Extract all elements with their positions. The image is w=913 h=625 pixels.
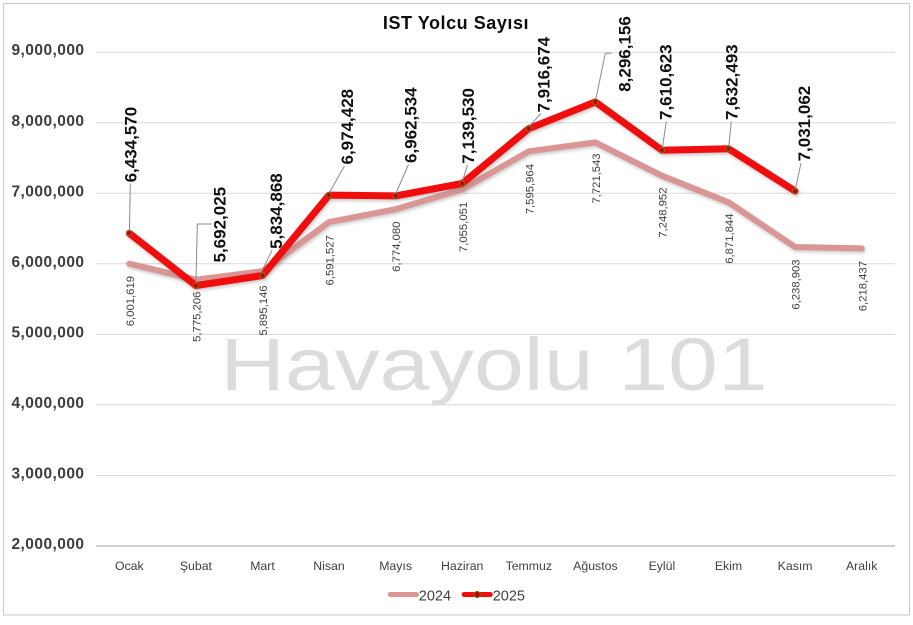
svg-text:7,721,543: 7,721,543 (591, 153, 603, 203)
svg-text:6,962,534: 6,962,534 (401, 87, 420, 163)
svg-text:6,000,000: 6,000,000 (11, 254, 84, 271)
svg-text:6,774,080: 6,774,080 (391, 222, 403, 272)
svg-text:5,692,025: 5,692,025 (211, 187, 230, 263)
svg-text:Havayolu 101: Havayolu 101 (220, 324, 767, 406)
svg-text:Ekim: Ekim (715, 559, 742, 573)
svg-text:Mayıs: Mayıs (379, 559, 412, 573)
svg-text:5,834,868: 5,834,868 (267, 173, 286, 249)
svg-text:5,895,146: 5,895,146 (258, 285, 270, 335)
svg-text:6,871,844: 6,871,844 (724, 214, 736, 264)
svg-text:8,000,000: 8,000,000 (11, 113, 84, 130)
svg-text:7,916,674: 7,916,674 (534, 36, 553, 112)
svg-text:Temmuz: Temmuz (506, 559, 552, 573)
svg-text:4,000,000: 4,000,000 (11, 395, 84, 412)
svg-text:6,974,428: 6,974,428 (338, 89, 357, 165)
svg-text:Şubat: Şubat (180, 559, 213, 573)
svg-text:Aralık: Aralık (846, 559, 878, 573)
svg-text:2,000,000: 2,000,000 (11, 536, 84, 553)
svg-text:6,591,527: 6,591,527 (325, 235, 337, 285)
svg-text:Ağustos: Ağustos (573, 559, 617, 573)
svg-text:IST Yolcu Sayısı: IST Yolcu Sayısı (383, 13, 529, 33)
svg-text:7,000,000: 7,000,000 (11, 183, 84, 200)
svg-text:7,248,952: 7,248,952 (658, 188, 670, 238)
svg-text:7,610,623: 7,610,623 (657, 44, 676, 120)
svg-text:7,595,964: 7,595,964 (524, 164, 536, 214)
svg-text:Ocak: Ocak (115, 559, 145, 573)
svg-text:Haziran: Haziran (441, 559, 484, 573)
svg-text:8,296,156: 8,296,156 (616, 16, 635, 92)
svg-text:Kasım: Kasım (778, 559, 813, 573)
svg-text:6,218,437: 6,218,437 (857, 261, 869, 311)
svg-text:7,632,493: 7,632,493 (723, 44, 742, 120)
svg-text:7,031,062: 7,031,062 (795, 86, 814, 162)
svg-text:5,775,206: 5,775,206 (192, 292, 204, 342)
svg-text:Mart: Mart (250, 559, 275, 573)
svg-text:7,055,051: 7,055,051 (458, 202, 470, 252)
svg-text:2025: 2025 (493, 589, 525, 605)
svg-text:2024: 2024 (419, 589, 451, 605)
svg-text:Nisan: Nisan (313, 559, 345, 573)
svg-text:5,000,000: 5,000,000 (11, 324, 84, 341)
svg-text:6,001,619: 6,001,619 (125, 276, 137, 326)
svg-text:7,139,530: 7,139,530 (459, 88, 478, 164)
svg-text:6,238,903: 6,238,903 (791, 259, 803, 309)
svg-text:Eylül: Eylül (649, 559, 676, 573)
svg-text:6,434,570: 6,434,570 (121, 107, 140, 183)
svg-text:3,000,000: 3,000,000 (11, 466, 84, 483)
svg-text:9,000,000: 9,000,000 (11, 42, 84, 59)
